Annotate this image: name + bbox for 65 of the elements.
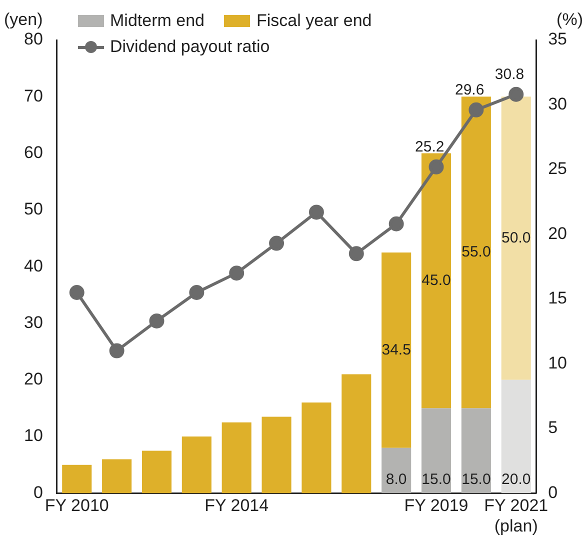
y-tick-label: 10 <box>24 426 43 446</box>
y-tick-label: 80 <box>24 30 43 49</box>
bar <box>262 416 292 494</box>
point <box>428 159 444 174</box>
y2-tick-label: 0 <box>548 482 558 502</box>
bar <box>222 422 252 494</box>
point <box>508 86 524 102</box>
y2-tick-label: 20 <box>548 224 568 243</box>
bar <box>62 464 92 494</box>
bar <box>421 153 452 408</box>
y-tick-label: 60 <box>24 142 43 162</box>
data-label: 15.0 <box>462 470 491 488</box>
bar <box>421 408 452 494</box>
y2-tick-label: 5 <box>548 418 558 438</box>
data-label: 30.8 <box>494 66 524 84</box>
bar <box>501 96 531 380</box>
data-label: 55.0 <box>462 244 491 261</box>
y2-tick-label: 25 <box>548 159 568 178</box>
y-axis-title: (yen) <box>4 10 43 30</box>
y-tick-label: 30 <box>24 312 43 332</box>
point <box>348 246 364 262</box>
x-tick-label: FY 2021 (plan) <box>484 496 548 536</box>
point <box>269 236 284 251</box>
y-tick-label: 0 <box>33 482 43 502</box>
bar <box>382 252 412 448</box>
data-label: 34.5 <box>382 341 411 358</box>
legend-label: Midterm end <box>110 11 204 31</box>
point <box>308 204 324 220</box>
data-label: 8.0 <box>386 470 407 488</box>
data-label: 15.0 <box>422 470 451 488</box>
bar <box>182 436 212 494</box>
data-label: 45.0 <box>422 272 451 289</box>
y2-tick-label: 15 <box>548 288 568 308</box>
bar <box>342 374 372 494</box>
bar <box>461 96 491 408</box>
point <box>229 266 244 281</box>
point <box>69 284 84 300</box>
y2-tick-label: 10 <box>548 353 568 372</box>
legend-label: Fiscal year end <box>256 11 372 31</box>
data-label: 20.0 <box>502 470 531 488</box>
point <box>189 284 204 300</box>
point <box>149 313 164 328</box>
data-label: 29.6 <box>454 82 484 99</box>
point <box>109 343 124 358</box>
y2-axis-title: (%) <box>556 10 583 30</box>
data-label: 25.2 <box>415 138 444 156</box>
bar <box>461 408 491 494</box>
bar <box>102 459 132 494</box>
y-tick-label: 70 <box>24 86 43 106</box>
bar <box>302 402 332 494</box>
y-tick-label: 50 <box>24 200 43 219</box>
bar <box>142 450 172 494</box>
bar <box>501 380 531 494</box>
point <box>468 102 484 118</box>
y2-tick-label: 30 <box>548 94 568 114</box>
y-tick-label: 20 <box>24 370 43 389</box>
legend-label: Dividend payout ratio <box>110 37 270 57</box>
data-label: 50.0 <box>502 229 531 246</box>
point <box>388 216 404 232</box>
y2-tick-label: 35 <box>548 30 568 49</box>
x-tick-label: FY 2010 <box>44 496 109 516</box>
y-tick-label: 40 <box>24 256 43 276</box>
bar <box>382 448 412 494</box>
x-tick-label: FY 2019 <box>404 496 468 516</box>
x-tick-label: FY 2014 <box>204 496 269 516</box>
